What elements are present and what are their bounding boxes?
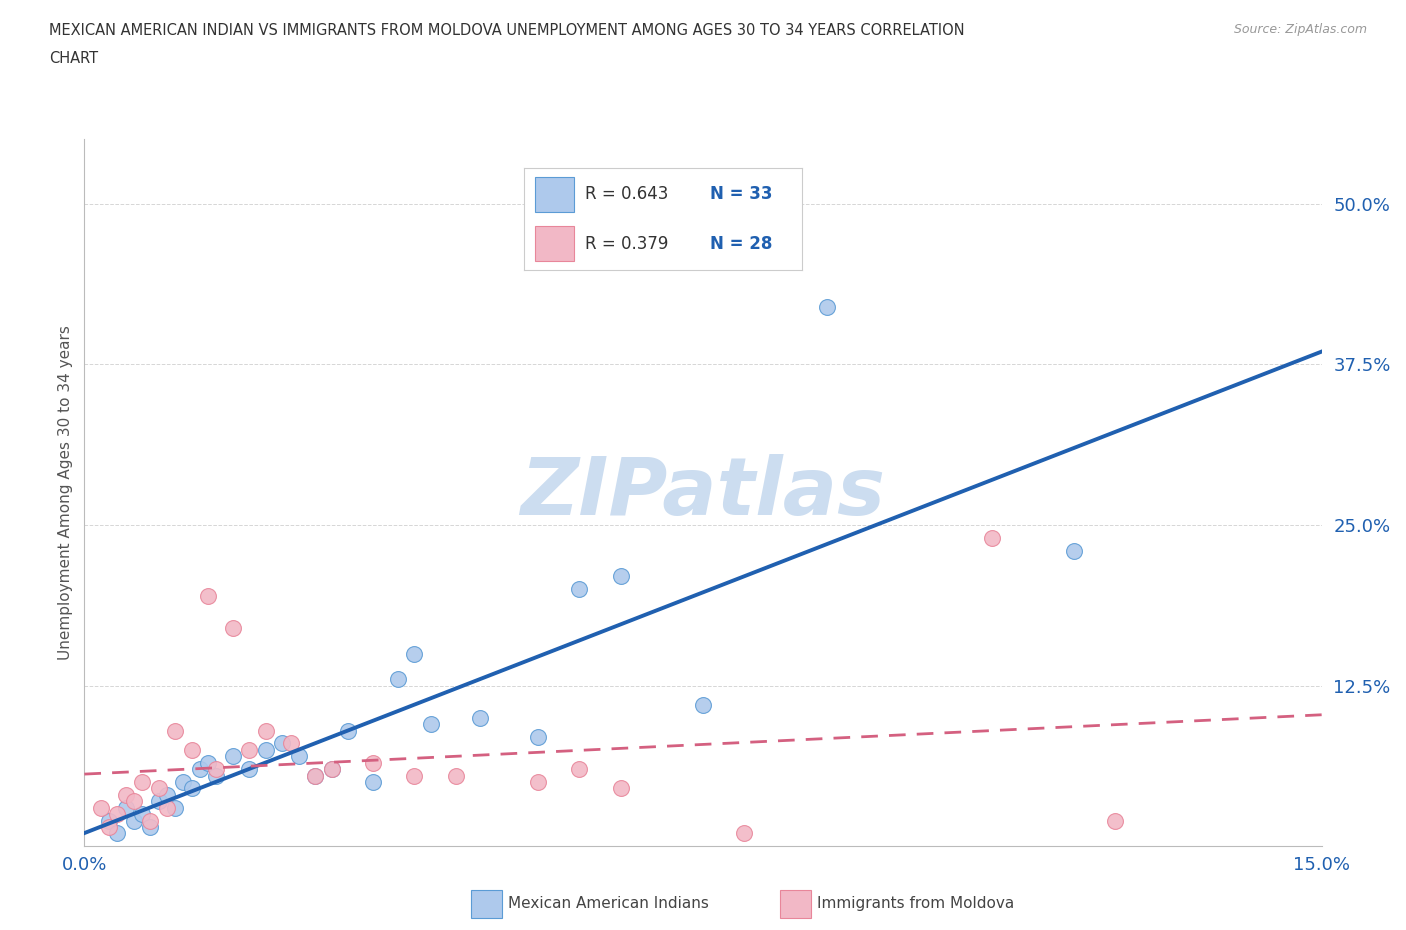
Point: [98, 813, 121, 828]
Point: [568, 582, 591, 597]
Point: [139, 813, 162, 828]
Bar: [534, 226, 574, 261]
Point: [444, 768, 467, 783]
Text: Source: ZipAtlas.com: Source: ZipAtlas.com: [1233, 23, 1367, 36]
Y-axis label: Unemployment Among Ages 30 to 34 years: Unemployment Among Ages 30 to 34 years: [58, 326, 73, 660]
Point: [527, 730, 550, 745]
Text: N = 28: N = 28: [710, 234, 772, 253]
Point: [156, 801, 179, 816]
Point: [404, 768, 426, 783]
Point: [165, 724, 187, 738]
Point: [304, 768, 326, 783]
Point: [156, 788, 179, 803]
Point: [98, 819, 121, 834]
Point: [180, 781, 202, 796]
Point: [1104, 813, 1126, 828]
Point: [254, 724, 277, 738]
Point: [122, 813, 145, 828]
Text: R = 0.643: R = 0.643: [585, 185, 668, 203]
Point: [980, 530, 1002, 545]
Point: [568, 762, 591, 777]
Point: [172, 775, 194, 790]
Text: Immigrants from Moldova: Immigrants from Moldova: [817, 897, 1014, 911]
Point: [114, 801, 136, 816]
Text: MEXICAN AMERICAN INDIAN VS IMMIGRANTS FROM MOLDOVA UNEMPLOYMENT AMONG AGES 30 TO: MEXICAN AMERICAN INDIAN VS IMMIGRANTS FR…: [49, 23, 965, 38]
Text: ZIPatlas: ZIPatlas: [520, 454, 886, 532]
Point: [288, 749, 311, 764]
Text: R = 0.379: R = 0.379: [585, 234, 668, 253]
Point: [131, 806, 153, 821]
Point: [404, 646, 426, 661]
Point: [188, 762, 211, 777]
Point: [337, 724, 360, 738]
Text: Mexican American Indians: Mexican American Indians: [508, 897, 709, 911]
Point: [271, 736, 294, 751]
Point: [387, 671, 409, 686]
Point: [254, 742, 277, 757]
Point: [197, 755, 219, 770]
Point: [131, 775, 153, 790]
Point: [114, 788, 136, 803]
Point: [321, 762, 343, 777]
Point: [197, 589, 219, 604]
Point: [238, 762, 260, 777]
Point: [280, 736, 302, 751]
Point: [419, 717, 441, 732]
Point: [205, 768, 228, 783]
Point: [733, 826, 755, 841]
Point: [105, 806, 128, 821]
Point: [148, 781, 170, 796]
Bar: [534, 177, 574, 212]
Point: [105, 826, 128, 841]
Point: [180, 742, 202, 757]
Point: [148, 794, 170, 809]
Point: [609, 569, 631, 584]
Point: [361, 775, 384, 790]
Point: [222, 620, 245, 635]
Point: [692, 698, 714, 712]
Point: [304, 768, 326, 783]
Point: [815, 299, 838, 314]
Point: [205, 762, 228, 777]
Point: [222, 749, 245, 764]
Point: [165, 801, 187, 816]
Point: [139, 819, 162, 834]
Text: N = 33: N = 33: [710, 185, 773, 203]
Point: [238, 742, 260, 757]
Point: [527, 775, 550, 790]
Point: [122, 794, 145, 809]
Text: CHART: CHART: [49, 51, 98, 66]
Point: [90, 801, 112, 816]
Point: [361, 755, 384, 770]
Point: [1063, 543, 1085, 558]
Point: [321, 762, 343, 777]
Point: [470, 711, 492, 725]
Point: [609, 781, 631, 796]
